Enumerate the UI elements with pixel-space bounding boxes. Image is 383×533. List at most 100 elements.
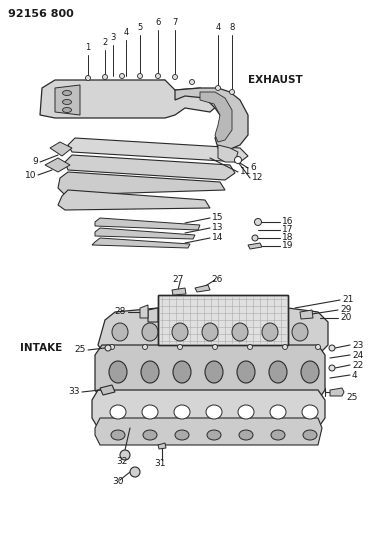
Polygon shape (140, 305, 148, 318)
Ellipse shape (206, 405, 222, 419)
Circle shape (172, 75, 177, 79)
Circle shape (105, 345, 111, 351)
Circle shape (155, 74, 160, 78)
Polygon shape (68, 138, 248, 162)
Text: 7: 7 (172, 18, 178, 27)
Ellipse shape (262, 323, 278, 341)
Ellipse shape (110, 405, 126, 419)
Ellipse shape (269, 361, 287, 383)
Polygon shape (45, 158, 70, 172)
Text: 28: 28 (115, 308, 126, 317)
Circle shape (283, 344, 288, 350)
Text: 25: 25 (75, 345, 86, 354)
Text: EXHAUST: EXHAUST (248, 75, 303, 85)
Polygon shape (95, 345, 325, 400)
Polygon shape (58, 190, 210, 210)
Text: 21: 21 (342, 295, 354, 304)
Circle shape (137, 74, 142, 78)
Circle shape (85, 76, 90, 80)
Ellipse shape (207, 430, 221, 440)
Circle shape (190, 79, 195, 85)
Circle shape (216, 85, 221, 91)
Polygon shape (100, 385, 115, 395)
Text: 27: 27 (172, 276, 184, 285)
Circle shape (120, 450, 130, 460)
Ellipse shape (62, 100, 72, 104)
Text: 8: 8 (229, 23, 235, 32)
Polygon shape (58, 172, 225, 195)
Polygon shape (95, 228, 195, 239)
Ellipse shape (62, 91, 72, 95)
Polygon shape (50, 142, 72, 156)
Circle shape (329, 365, 335, 371)
Text: INTAKE: INTAKE (20, 343, 62, 353)
Text: 10: 10 (25, 171, 36, 180)
Polygon shape (65, 155, 235, 180)
Circle shape (329, 345, 335, 351)
Text: 3: 3 (110, 33, 116, 42)
Ellipse shape (302, 405, 318, 419)
Text: 18: 18 (282, 233, 293, 243)
Ellipse shape (292, 323, 308, 341)
Ellipse shape (172, 323, 188, 341)
Polygon shape (55, 85, 80, 115)
Text: 24: 24 (352, 351, 363, 359)
Text: 5: 5 (137, 23, 142, 32)
Text: 32: 32 (116, 457, 128, 466)
Ellipse shape (175, 430, 189, 440)
Polygon shape (300, 310, 313, 319)
Polygon shape (95, 418, 322, 445)
Text: 25: 25 (346, 393, 357, 402)
Text: 2: 2 (102, 38, 108, 47)
Text: 33: 33 (69, 387, 80, 397)
Circle shape (142, 344, 147, 350)
Ellipse shape (173, 361, 191, 383)
Ellipse shape (270, 405, 286, 419)
Ellipse shape (205, 361, 223, 383)
Polygon shape (195, 285, 210, 292)
Polygon shape (200, 92, 232, 142)
Ellipse shape (143, 430, 157, 440)
Ellipse shape (271, 430, 285, 440)
Text: 29: 29 (340, 305, 351, 314)
Circle shape (130, 467, 140, 477)
Ellipse shape (142, 323, 158, 341)
Polygon shape (158, 443, 166, 449)
Text: 4: 4 (215, 23, 221, 32)
Ellipse shape (142, 405, 158, 419)
Circle shape (177, 344, 183, 350)
Ellipse shape (303, 430, 317, 440)
Circle shape (252, 235, 258, 241)
Circle shape (254, 219, 262, 225)
Text: 6: 6 (250, 164, 256, 173)
Ellipse shape (301, 361, 319, 383)
Circle shape (103, 75, 108, 79)
Circle shape (234, 157, 242, 164)
Polygon shape (95, 218, 200, 230)
Text: 16: 16 (282, 217, 293, 227)
Text: 23: 23 (352, 341, 363, 350)
Text: 31: 31 (154, 458, 166, 467)
Text: 4: 4 (123, 28, 129, 37)
Text: 13: 13 (212, 223, 224, 232)
Circle shape (229, 90, 234, 94)
Circle shape (247, 344, 252, 350)
Ellipse shape (141, 361, 159, 383)
Text: 4: 4 (352, 370, 358, 379)
Polygon shape (248, 243, 262, 249)
Circle shape (110, 344, 115, 350)
Text: 92156 800: 92156 800 (8, 9, 74, 19)
Ellipse shape (111, 430, 125, 440)
Polygon shape (218, 145, 238, 162)
Circle shape (119, 74, 124, 78)
Text: 26: 26 (211, 274, 223, 284)
Ellipse shape (239, 430, 253, 440)
Text: 11: 11 (240, 167, 252, 176)
Polygon shape (148, 308, 158, 322)
Polygon shape (92, 390, 325, 428)
Text: 15: 15 (212, 214, 224, 222)
Ellipse shape (109, 361, 127, 383)
Polygon shape (330, 388, 344, 396)
Ellipse shape (62, 108, 72, 112)
Polygon shape (172, 288, 186, 295)
